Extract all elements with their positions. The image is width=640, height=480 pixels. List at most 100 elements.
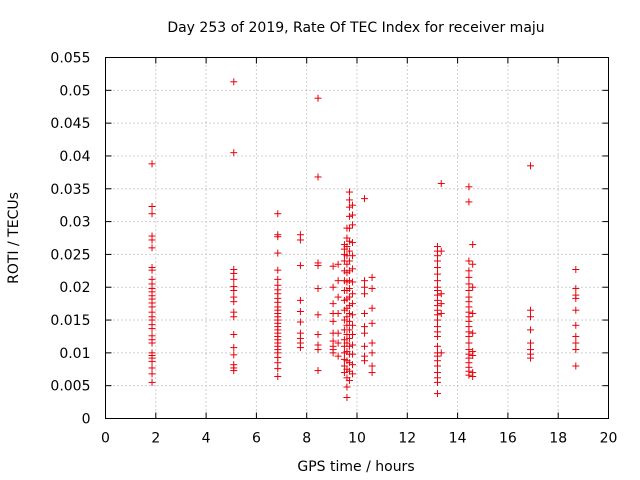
data-point bbox=[469, 351, 477, 359]
data-point bbox=[345, 376, 353, 384]
data-point bbox=[343, 243, 351, 251]
data-point bbox=[296, 318, 304, 326]
axis-ticks bbox=[105, 57, 609, 419]
x-tick-label: 12 bbox=[398, 431, 416, 447]
data-point bbox=[368, 339, 376, 347]
data-point bbox=[572, 362, 580, 370]
data-point bbox=[348, 290, 356, 298]
data-point bbox=[343, 383, 351, 391]
data-point bbox=[296, 344, 304, 352]
data-point bbox=[334, 260, 342, 268]
x-tick-label: 18 bbox=[549, 431, 567, 447]
y-tick-label: 0 bbox=[82, 412, 91, 428]
data-point bbox=[274, 233, 282, 241]
data-point bbox=[572, 266, 580, 274]
y-tick-label: 0.035 bbox=[50, 182, 90, 198]
data-point bbox=[345, 334, 353, 342]
y-tick-label: 0.015 bbox=[50, 313, 90, 329]
data-point bbox=[329, 283, 337, 291]
data-point bbox=[572, 332, 580, 340]
data-point bbox=[230, 298, 238, 306]
y-tick-label: 0.03 bbox=[59, 215, 90, 231]
data-point bbox=[334, 352, 342, 360]
data-point bbox=[465, 273, 473, 281]
data-point bbox=[230, 275, 238, 283]
data-point bbox=[314, 330, 322, 338]
data-point bbox=[361, 290, 369, 298]
data-point bbox=[348, 221, 356, 229]
data-point bbox=[572, 306, 580, 314]
data-point bbox=[572, 339, 580, 347]
data-point bbox=[465, 339, 473, 347]
data-point bbox=[274, 210, 282, 218]
data-point bbox=[465, 371, 473, 379]
data-point bbox=[469, 241, 477, 249]
data-point bbox=[329, 349, 337, 357]
x-axis-label: GPS time / hours bbox=[297, 459, 414, 475]
data-point bbox=[437, 180, 445, 188]
data-point bbox=[348, 278, 356, 286]
data-point bbox=[314, 367, 322, 375]
data-point bbox=[361, 283, 369, 291]
x-tick-label: 4 bbox=[202, 431, 211, 447]
data-point bbox=[465, 257, 473, 265]
data-point bbox=[329, 262, 337, 270]
data-point bbox=[334, 329, 342, 337]
data-point bbox=[334, 309, 342, 317]
y-tick-label: 0.02 bbox=[59, 280, 90, 296]
data-point bbox=[361, 323, 369, 331]
data-point bbox=[334, 293, 342, 301]
data-point bbox=[433, 264, 441, 272]
data-point bbox=[433, 342, 441, 350]
data-point bbox=[148, 378, 156, 386]
data-point bbox=[527, 354, 535, 362]
data-point bbox=[345, 257, 353, 265]
data-point bbox=[345, 188, 353, 196]
data-point bbox=[230, 269, 238, 277]
data-point bbox=[361, 195, 369, 203]
data-point bbox=[348, 350, 356, 358]
data-point bbox=[296, 236, 304, 244]
data-point bbox=[437, 300, 445, 308]
x-tick-label: 10 bbox=[348, 431, 366, 447]
y-tick-label: 0.01 bbox=[59, 346, 90, 362]
x-tick-label: 0 bbox=[101, 431, 110, 447]
data-point bbox=[334, 277, 342, 285]
data-point bbox=[329, 317, 337, 325]
x-tick-label: 20 bbox=[600, 431, 618, 447]
data-point bbox=[148, 325, 156, 333]
data-point bbox=[274, 372, 282, 380]
y-tick-label: 0.025 bbox=[50, 247, 90, 263]
data-point bbox=[437, 290, 445, 298]
data-point bbox=[148, 160, 156, 168]
data-point bbox=[345, 212, 353, 220]
data-point bbox=[469, 260, 477, 268]
x-tick-label: 14 bbox=[449, 431, 467, 447]
data-point bbox=[437, 349, 445, 357]
grid bbox=[105, 57, 609, 419]
data-point bbox=[527, 326, 535, 334]
data-point bbox=[230, 351, 238, 359]
data-point bbox=[148, 266, 156, 274]
data-point bbox=[433, 362, 441, 370]
data-point bbox=[296, 296, 304, 304]
data-point bbox=[148, 364, 156, 372]
data-point bbox=[148, 236, 156, 244]
data-point bbox=[314, 173, 322, 181]
data-point bbox=[527, 339, 535, 347]
x-tick-label: 8 bbox=[302, 431, 311, 447]
x-tick-labels: 0 2 4 6 8 10 12 14 16 18 20 bbox=[101, 431, 617, 447]
data-point bbox=[465, 280, 473, 288]
y-tick-label: 0.04 bbox=[59, 149, 90, 165]
data-point bbox=[368, 273, 376, 281]
data-point bbox=[368, 319, 376, 327]
y-tick-label: 0.05 bbox=[59, 83, 90, 99]
data-point bbox=[148, 357, 156, 365]
y-axis-label: ROTI / TECUs bbox=[6, 192, 22, 284]
data-point bbox=[274, 365, 282, 373]
data-point bbox=[465, 183, 473, 191]
data-point bbox=[348, 311, 356, 319]
x-tick-label: 6 bbox=[252, 431, 261, 447]
data-point bbox=[345, 196, 353, 204]
